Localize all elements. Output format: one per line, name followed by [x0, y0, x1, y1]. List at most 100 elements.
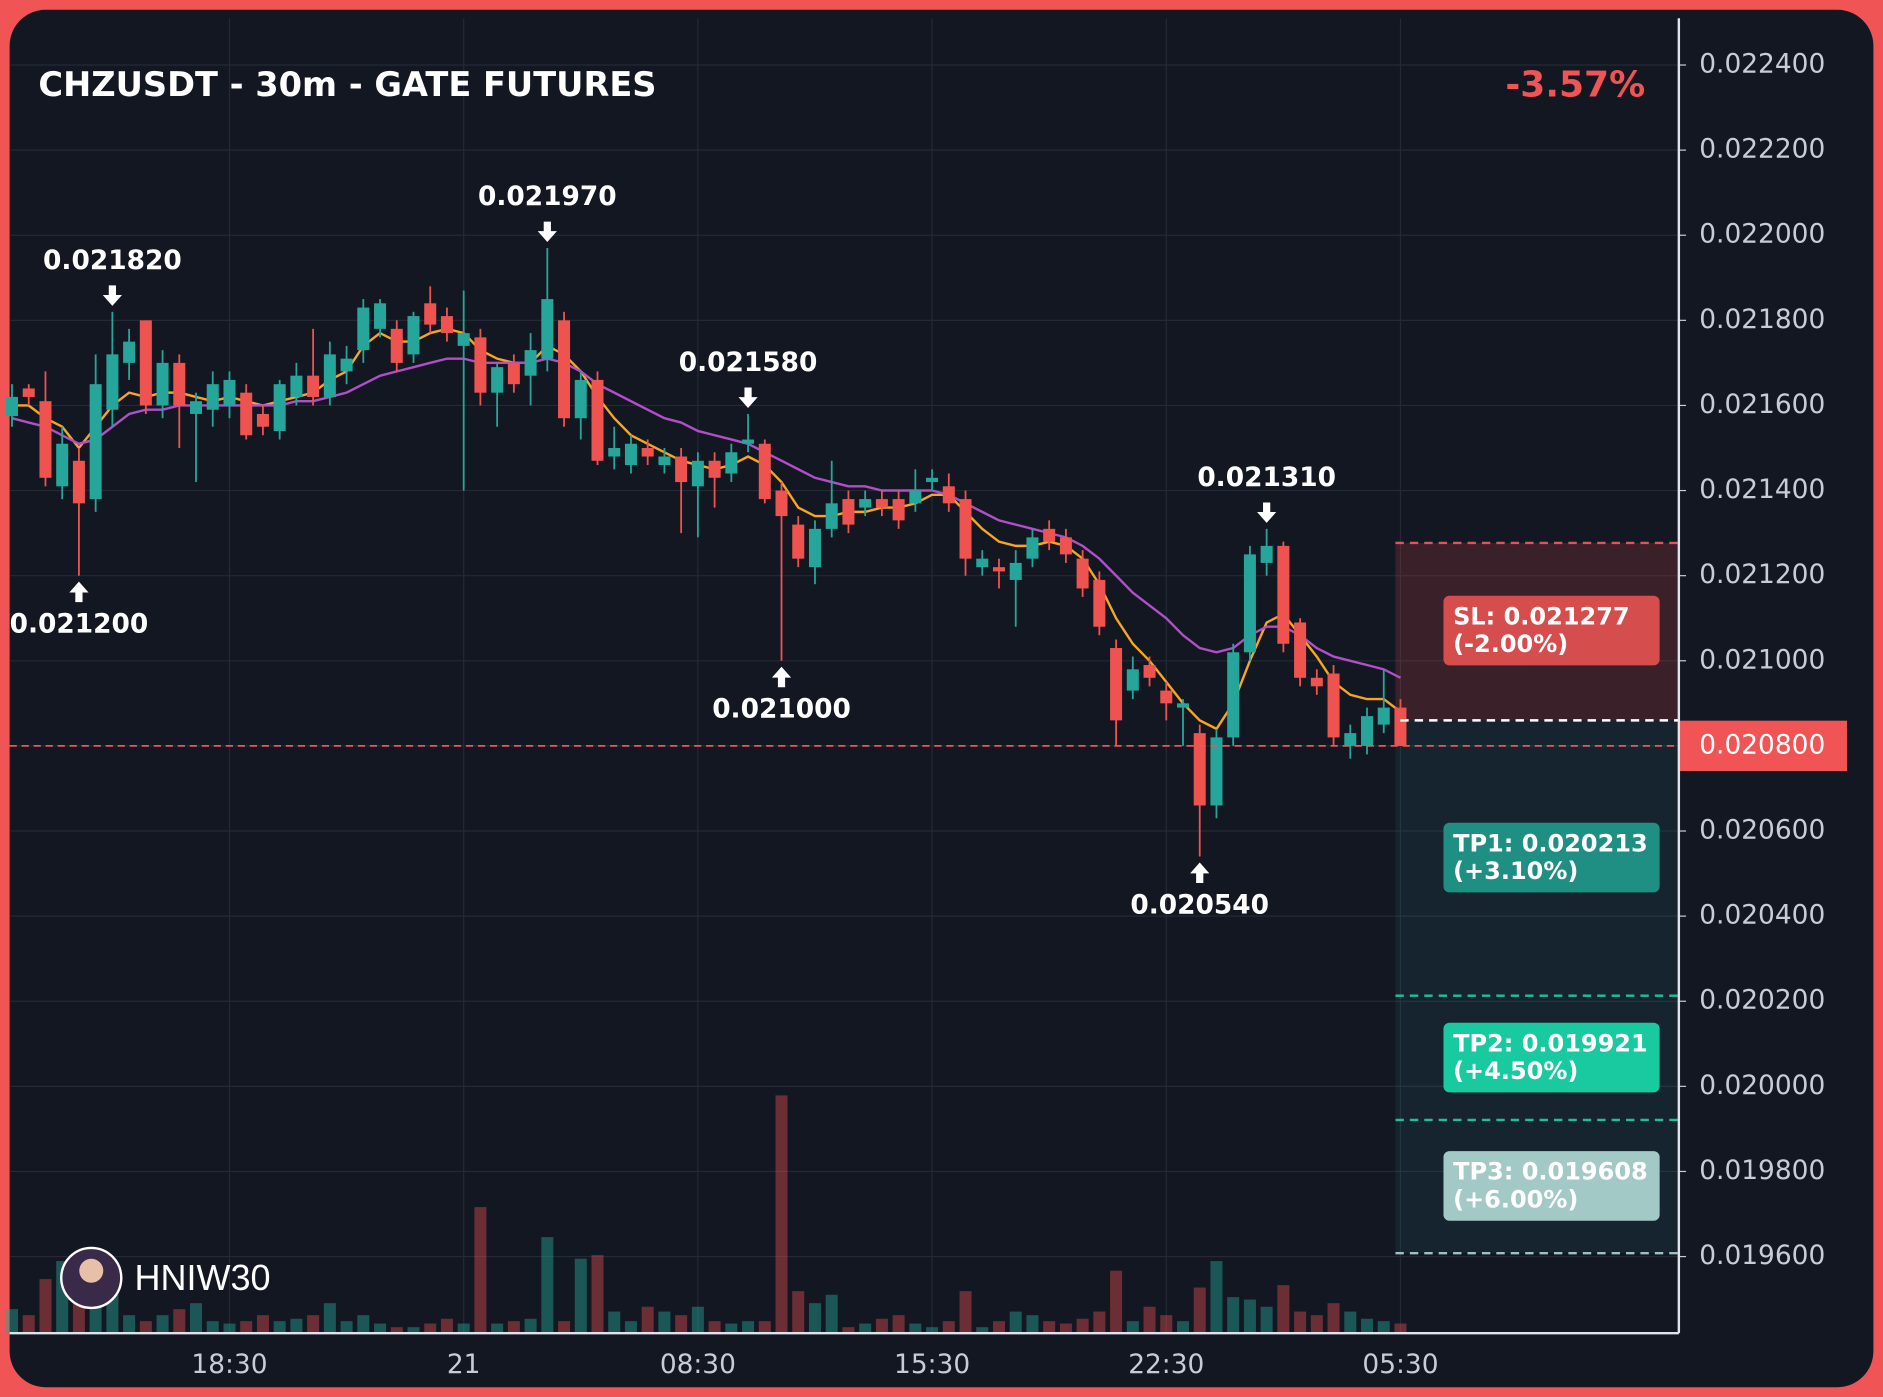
- y-tick-label: 0.022400: [1699, 49, 1825, 80]
- candle-body: [290, 375, 303, 397]
- plot: 0.022400 0.022200 0.022000 0.021800 0.021600…: [6, 18, 1847, 1380]
- candle-body: [56, 443, 69, 487]
- chart-title: CHZUSDT - 30m - GATE FUTURES: [38, 65, 656, 104]
- candle-body: [608, 448, 621, 457]
- candle-body: [1176, 703, 1190, 708]
- level-box: [1443, 1151, 1660, 1221]
- volume-bar: [1394, 1323, 1407, 1334]
- last-price-tag: [1678, 720, 1847, 772]
- candle-body: [959, 499, 972, 559]
- volume-bar: [909, 1323, 922, 1334]
- candle-body: [1093, 579, 1106, 627]
- volume-bar: [742, 1321, 755, 1334]
- volume-bar: [574, 1258, 587, 1334]
- x-tick-label: 21: [447, 1349, 481, 1380]
- volume-bar: [22, 1315, 35, 1334]
- volume-bar: [892, 1315, 905, 1334]
- volume-bar: [808, 1303, 821, 1334]
- volume-bar: [340, 1321, 353, 1334]
- volume-bar: [558, 1321, 571, 1334]
- volume-bar: [641, 1306, 654, 1334]
- y-tick-label: 0.019800: [1699, 1155, 1825, 1186]
- change: -3.57%: [1505, 65, 1645, 106]
- candle-body: [1160, 690, 1173, 704]
- candle-body: [106, 354, 119, 410]
- candle-body: [926, 477, 939, 483]
- volume-bar: [491, 1323, 504, 1334]
- volume-bar: [6, 1309, 19, 1334]
- candle-body: [72, 460, 85, 504]
- volume-bar: [792, 1291, 805, 1334]
- avatar-face: [79, 1258, 104, 1283]
- candle-body: [1126, 669, 1139, 691]
- volume-bar: [1176, 1321, 1190, 1334]
- volume-bar: [123, 1315, 136, 1334]
- y-tick-label: 0.021600: [1699, 389, 1825, 420]
- volume-bar: [89, 1303, 102, 1334]
- volume-bar: [1110, 1270, 1123, 1334]
- annotation-label: 0.021820: [43, 245, 182, 276]
- annotation-arrow: [1257, 502, 1277, 523]
- volume-bar: [775, 1095, 788, 1334]
- candle-body: [859, 499, 872, 508]
- candle-body: [675, 456, 688, 483]
- volume-bar: [1294, 1311, 1307, 1334]
- candle-body: [440, 316, 453, 334]
- candle-body: [1327, 673, 1340, 738]
- candle-body: [892, 499, 905, 521]
- candle-body: [190, 401, 203, 414]
- level-box: [1443, 822, 1660, 893]
- y-tick-label: 0.020400: [1699, 900, 1825, 931]
- candle-body: [307, 375, 320, 397]
- candle-body: [825, 503, 838, 529]
- volume-bar: [1310, 1315, 1323, 1334]
- level-change: (+4.50%): [1453, 1057, 1578, 1085]
- candle-body: [206, 384, 219, 410]
- candle-body: [742, 439, 755, 444]
- x-tick-label: 05:30: [1362, 1349, 1438, 1380]
- level-box: [1443, 1022, 1660, 1093]
- candle-body: [558, 320, 571, 419]
- volume-bar: [859, 1323, 872, 1334]
- candle-body: [223, 379, 236, 406]
- candle-body: [658, 456, 671, 466]
- candle-body: [792, 524, 805, 559]
- annotation-label: 0.021310: [1197, 462, 1336, 493]
- candle-body: [407, 316, 420, 355]
- annotation-arrow: [69, 581, 89, 603]
- annotation-label: 0.020540: [1130, 889, 1269, 920]
- volume-bar: [1193, 1287, 1206, 1334]
- volume-bar: [190, 1303, 203, 1334]
- y-tick-label: 0.020000: [1699, 1070, 1825, 1101]
- candle-body: [875, 499, 888, 508]
- candle-body: [1210, 737, 1223, 806]
- candle-body: [591, 379, 604, 461]
- volume-bar: [926, 1327, 939, 1334]
- candle-body: [357, 307, 370, 351]
- x-tick-label: 18:30: [191, 1349, 267, 1380]
- volume-bar: [1093, 1311, 1106, 1334]
- candle-body: [323, 354, 336, 397]
- level-change: (+6.00%): [1453, 1185, 1578, 1213]
- annotation-label: 0.021000: [712, 694, 851, 725]
- volume-bar: [825, 1294, 838, 1334]
- volume-bar: [1327, 1303, 1340, 1334]
- volume-bar: [440, 1318, 453, 1334]
- volume-bar: [1361, 1318, 1374, 1334]
- annotation-label: 0.021970: [478, 181, 617, 212]
- level-label: TP3: 0.019608: [1453, 1158, 1648, 1186]
- candle-body: [1394, 707, 1407, 746]
- candle-body: [808, 528, 821, 568]
- y-tick-label: 0.022000: [1699, 219, 1825, 250]
- volume-bar: [139, 1321, 152, 1334]
- candle-body: [1377, 707, 1390, 725]
- candle-body: [6, 396, 19, 417]
- volume-bar: [374, 1323, 387, 1334]
- candle-body: [641, 448, 654, 457]
- y-tick-label: 0.021800: [1699, 304, 1825, 335]
- volume-bar: [1043, 1321, 1056, 1334]
- volume-bar: [457, 1323, 470, 1334]
- candle-body: [624, 443, 637, 466]
- volume-bar: [256, 1315, 269, 1334]
- volume-bar: [942, 1321, 955, 1334]
